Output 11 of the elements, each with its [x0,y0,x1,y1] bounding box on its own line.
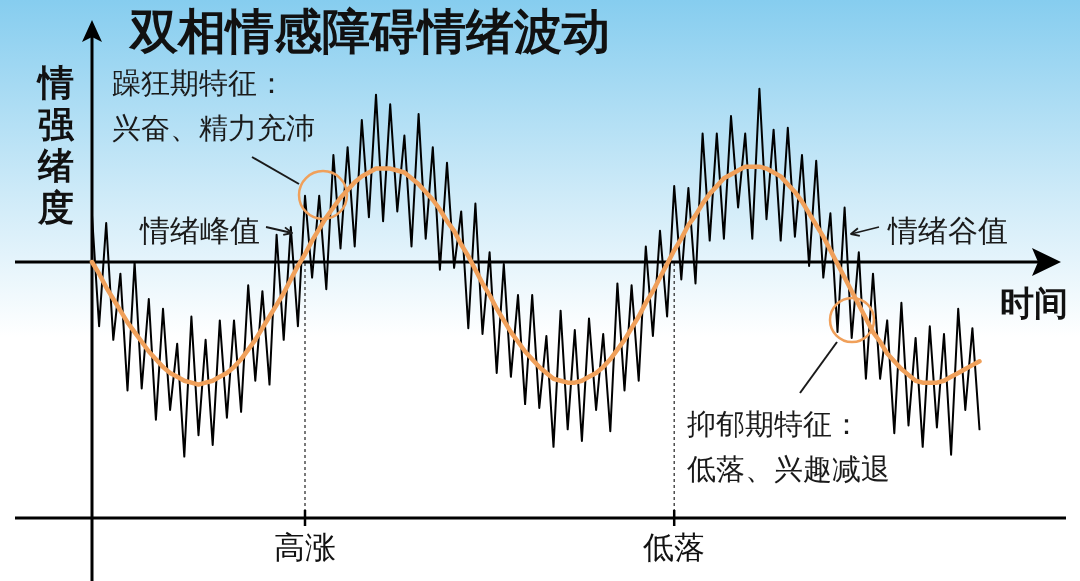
y-axis-title: 情强绪度 [36,62,75,228]
annotation: 抑郁期特征： [687,407,861,441]
annotation: 情绪峰值 [139,213,260,248]
annotation: 低落、兴趣减退 [687,452,890,486]
annotation: 情绪谷值 [887,213,1008,248]
chart-title: 双相情感障碍情绪波动 [128,3,610,59]
annotation: 躁狂期特征： [112,66,286,100]
x-tick-label: 高涨 [274,529,336,565]
annotation: 兴奋、精力充沛 [112,111,315,145]
x-tick-label: 低落 [643,529,706,565]
x-axis-title: 时间 [1000,283,1068,323]
